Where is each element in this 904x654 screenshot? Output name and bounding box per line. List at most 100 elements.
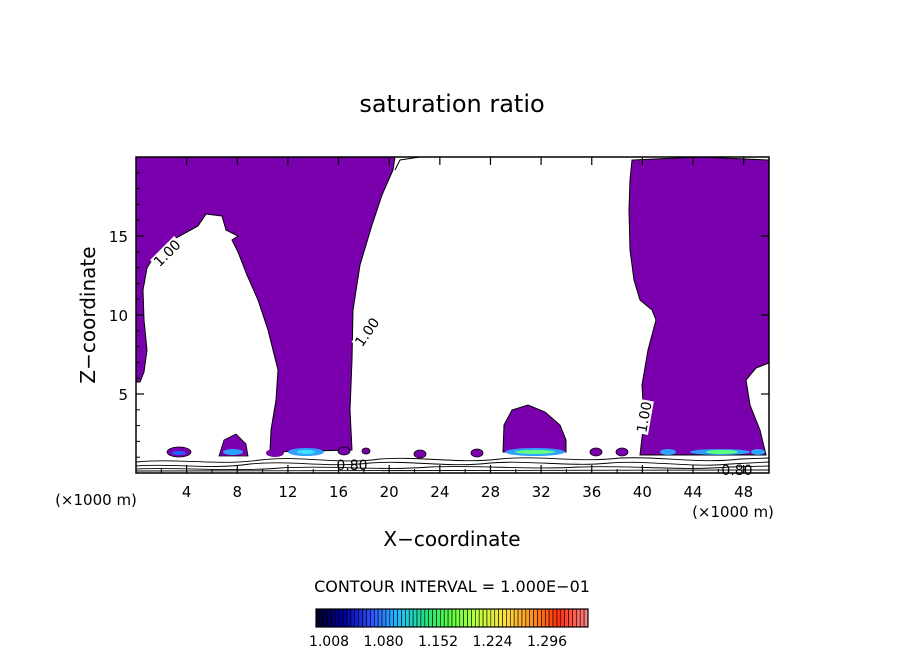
y-axis: 5 10 15 <box>109 172 769 458</box>
colorbar-cell <box>568 608 573 628</box>
colorbar-cell <box>572 608 577 628</box>
x-tick-label: 36 <box>582 483 601 501</box>
colorbar-cell <box>342 608 348 628</box>
colorbar-cell <box>408 608 414 628</box>
chart-title: saturation ratio <box>359 90 544 118</box>
colorbar-cell <box>416 608 422 628</box>
colorbar-labels: 1.008 1.080 1.152 1.224 1.296 <box>309 634 567 650</box>
colorbar-tick-label: 1.296 <box>527 634 567 650</box>
colorbar-cell <box>544 608 550 628</box>
saturated-region-top-band <box>394 157 632 171</box>
colorbar-cell <box>521 608 527 628</box>
colorbar-cell <box>385 608 391 628</box>
colorbar-cell <box>428 608 433 628</box>
colorbar-tick-label: 1.080 <box>363 634 403 650</box>
low-level-patches <box>166 433 765 459</box>
contour-label: 0.80 <box>721 463 752 479</box>
colorbar-cell <box>502 608 507 628</box>
colorbar-cell <box>498 608 503 628</box>
colorbar-cell <box>350 608 356 628</box>
colorbar-cell <box>455 608 461 628</box>
colorbar-cell <box>552 608 558 628</box>
colorbar-cell <box>475 608 480 628</box>
colorbar-cell <box>358 608 363 628</box>
colorbar-cell <box>541 608 546 628</box>
x-tick-label: 44 <box>683 483 702 501</box>
x-tick-label: 20 <box>380 483 399 501</box>
colorbar-cell <box>467 608 472 628</box>
colorbar-cell <box>560 608 565 628</box>
colorbar-cell <box>335 608 340 628</box>
x-tick-label: 40 <box>633 483 652 501</box>
colorbar-cell <box>478 608 484 628</box>
colorbar-cell <box>576 608 581 628</box>
colorbar-cell <box>564 608 569 628</box>
colorbar-cell <box>529 608 534 628</box>
colorbar-cell <box>424 608 429 628</box>
x-tick-label: 24 <box>430 483 449 501</box>
colorbar-cell <box>401 608 406 628</box>
y-tick-label: 10 <box>109 307 128 325</box>
colorbar-cell <box>490 608 496 628</box>
colorbar-cell <box>463 608 468 628</box>
colorbar-cell <box>389 608 395 628</box>
x-unit-left: (×1000 m) <box>55 491 137 509</box>
x-axis: 4 8 12 16 20 24 28 32 36 40 44 48 <box>160 157 753 501</box>
colorbar-cell <box>354 608 360 628</box>
colorbar-cell <box>373 608 379 628</box>
colorbar-cell <box>548 608 554 628</box>
contour-interval-text: CONTOUR INTERVAL = 1.000E−01 <box>314 577 590 596</box>
colorbar-cell <box>447 608 453 628</box>
colorbar-cell <box>366 608 371 628</box>
y-tick-label: 5 <box>118 386 128 404</box>
colorbar-cell <box>459 608 464 628</box>
colorbar-cell <box>556 608 562 628</box>
colorbar-cell <box>331 608 336 628</box>
surface-contours <box>136 457 769 472</box>
colorbar-cell <box>432 608 437 628</box>
colorbar-cell <box>420 608 426 628</box>
colorbar-cell <box>405 608 410 628</box>
y-tick-label: 15 <box>109 228 128 246</box>
x-axis-label: X−coordinate <box>383 527 520 551</box>
colorbar-cell <box>482 608 488 628</box>
x-tick-label: 28 <box>481 483 500 501</box>
x-tick-label: 8 <box>233 483 243 501</box>
x-tick-label: 48 <box>734 483 753 501</box>
colorbar-cell <box>346 608 352 628</box>
colorbar-tick-label: 1.008 <box>309 634 349 650</box>
saturated-region-center <box>502 404 567 453</box>
colorbar-cell <box>397 608 402 628</box>
colorbar-cell <box>323 608 328 628</box>
colorbar-cell <box>370 608 375 628</box>
contour-label: 1.00 <box>634 400 655 433</box>
colorbar-cell <box>339 608 344 628</box>
x-tick-label: 32 <box>532 483 551 501</box>
saturated-region-left <box>136 157 396 453</box>
colorbar-cell <box>362 608 367 628</box>
contour-label: 0.80 <box>336 458 367 474</box>
x-tick-label: 16 <box>329 483 348 501</box>
colorbar-cell <box>327 608 332 628</box>
colorbar <box>315 608 589 628</box>
colorbar-cell <box>451 608 457 628</box>
colorbar-frame <box>315 608 589 628</box>
colorbar-cell <box>440 608 445 628</box>
colorbar-cell <box>471 608 476 628</box>
colorbar-cell <box>381 608 387 628</box>
colorbar-cell <box>525 608 531 628</box>
colorbar-tick-label: 1.152 <box>418 634 458 650</box>
colorbar-cell <box>436 608 441 628</box>
colorbar-tick-label: 1.224 <box>472 634 512 650</box>
colorbar-cell <box>513 608 519 628</box>
colorbar-cell <box>443 608 449 628</box>
x-unit-right: (×1000 m) <box>692 503 774 521</box>
colorbar-cell <box>494 608 499 628</box>
contour-field <box>136 157 769 472</box>
x-tick-label: 4 <box>182 483 192 501</box>
y-axis-label: Z−coordinate <box>76 246 100 383</box>
colorbar-cell <box>537 608 542 628</box>
colorbar-cell <box>319 608 325 628</box>
colorbar-cell <box>533 608 538 628</box>
